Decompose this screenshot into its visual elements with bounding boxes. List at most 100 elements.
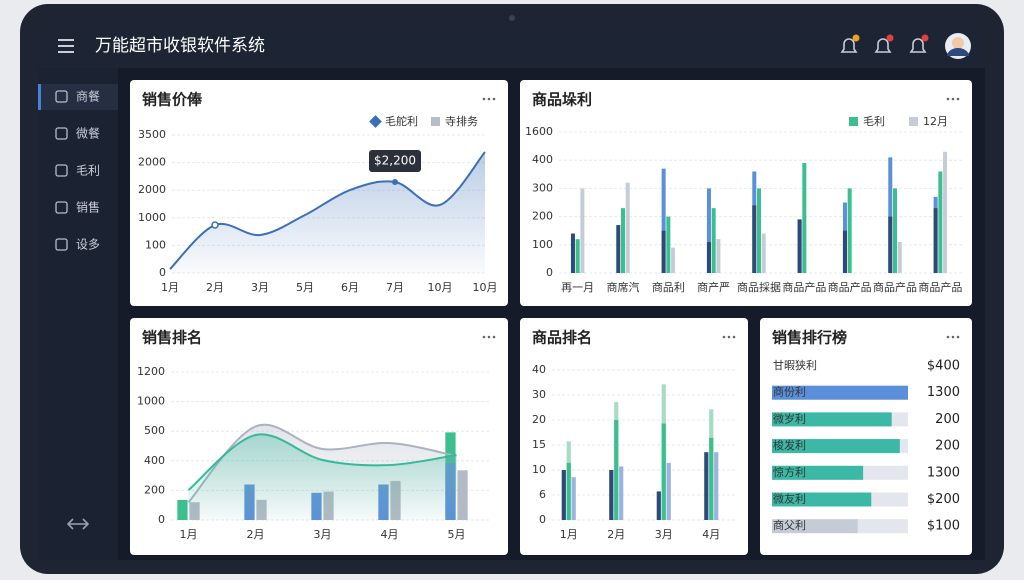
panel-title: 销售价俸: [142, 91, 203, 109]
area: [170, 151, 485, 273]
bar: [706, 188, 711, 273]
x-tick-label: 1月: [560, 528, 578, 541]
x-tick-label: 1月: [161, 281, 179, 294]
x-tick-label: 商品产品: [828, 280, 872, 294]
y-tick-label: 3500: [138, 128, 166, 141]
row-label: 商份利: [773, 385, 806, 399]
badge: [852, 34, 860, 42]
bar: [656, 491, 661, 520]
row-value: 200: [935, 439, 960, 454]
bar: [709, 437, 714, 520]
sidebar-icon: [55, 127, 68, 140]
sidebar-active: [38, 84, 118, 110]
x-tick-label: 2月: [607, 528, 625, 541]
x-tick-label: 7月: [386, 281, 404, 294]
x-tick-label: 10月: [473, 281, 498, 294]
x-tick-label: 再一月: [561, 281, 594, 294]
row-label: 微友利: [773, 492, 806, 506]
y-tick-label: 400: [144, 454, 165, 467]
more-dot[interactable]: [492, 97, 496, 101]
legend-swatch: [909, 117, 918, 126]
bar: [772, 439, 900, 454]
header-bar: [38, 22, 985, 68]
more-dot[interactable]: [951, 97, 955, 101]
x-tick-label: 2月: [247, 528, 265, 541]
menu-icon[interactable]: [58, 39, 74, 53]
y-tick-label: 1000: [137, 395, 165, 408]
y-tick-label: 30: [532, 388, 546, 401]
sidebar-item[interactable]: 销售: [76, 200, 100, 215]
sidebar-item[interactable]: 商餐: [76, 89, 100, 104]
y-tick-label: 500: [144, 424, 165, 437]
sidebar: [38, 68, 118, 560]
x-tick-label: 10月: [428, 281, 453, 294]
bar: [772, 465, 864, 480]
more-dot[interactable]: [732, 335, 736, 339]
y-tick-label: 300: [532, 181, 553, 194]
sidebar-item[interactable]: 微餐: [76, 126, 100, 141]
tooltip-text: $2,200: [374, 153, 416, 167]
y-tick-label: 15: [532, 438, 546, 451]
y-tick-label: 40: [532, 363, 546, 376]
y-tick-label: 200: [532, 210, 553, 223]
panel-title: 商品垛利: [532, 91, 592, 109]
point: [211, 221, 219, 229]
sidebar-active-bar: [38, 84, 41, 110]
badge: [886, 34, 894, 42]
more-dot[interactable]: [951, 335, 955, 339]
bar: [666, 216, 671, 273]
more-dot[interactable]: [956, 335, 960, 339]
y-tick-label: 400: [532, 153, 553, 166]
row-value: 200: [935, 412, 960, 427]
more-dot[interactable]: [946, 97, 950, 101]
row-value: $100: [927, 519, 960, 534]
more-dot[interactable]: [487, 335, 491, 339]
x-tick-label: 商产严: [697, 280, 730, 294]
y-tick-label: 2000: [138, 156, 166, 169]
bar: [847, 188, 852, 273]
bar: [614, 420, 619, 520]
x-tick-label: 5月: [448, 528, 466, 541]
point: [392, 178, 398, 185]
area: [188, 434, 457, 520]
bar: [625, 182, 630, 273]
bar: [842, 230, 847, 273]
bar: [609, 470, 614, 520]
y-tick-label: 100: [532, 238, 553, 251]
more-dot[interactable]: [487, 97, 491, 101]
more-dot[interactable]: [946, 335, 950, 339]
bar: [706, 241, 711, 273]
y-tick-label: 100: [145, 238, 166, 251]
app-title: 万能超市收银软件系统: [95, 36, 265, 56]
more-dot[interactable]: [727, 335, 731, 339]
more-dot[interactable]: [956, 97, 960, 101]
y-tick-label: 1000: [138, 211, 166, 224]
row-value: $200: [927, 492, 960, 507]
bar: [671, 247, 676, 273]
more-dot[interactable]: [722, 335, 726, 339]
x-tick-label: 商品採据: [737, 280, 781, 294]
x-tick-label: 4月: [381, 528, 399, 541]
panel: [520, 318, 748, 555]
more-dot[interactable]: [482, 97, 486, 101]
more-dot[interactable]: [492, 335, 496, 339]
y-tick-label: 1600: [525, 125, 553, 138]
sidebar-item[interactable]: 设多: [76, 238, 100, 252]
bar: [661, 423, 666, 520]
collapse-icon[interactable]: [66, 518, 90, 530]
sidebar-item[interactable]: 毛利: [76, 164, 100, 178]
sidebar-icon: [55, 201, 68, 214]
row-label: 微岁利: [773, 411, 806, 425]
x-tick-label: 商品产品: [873, 280, 917, 294]
bar: [714, 452, 719, 520]
more-dot[interactable]: [482, 335, 486, 339]
y-tick-label: 0: [539, 513, 546, 526]
sidebar-icon: [55, 238, 68, 251]
avatar-face: [952, 37, 964, 49]
bar: [752, 205, 757, 273]
bell-icons[interactable]: [840, 38, 927, 53]
bar: [661, 230, 666, 273]
legend-label: 12月: [923, 115, 948, 128]
x-tick-label: 商席汽: [607, 280, 640, 294]
